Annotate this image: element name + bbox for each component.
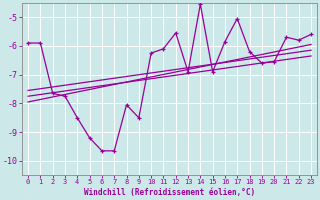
X-axis label: Windchill (Refroidissement éolien,°C): Windchill (Refroidissement éolien,°C) [84,188,255,197]
